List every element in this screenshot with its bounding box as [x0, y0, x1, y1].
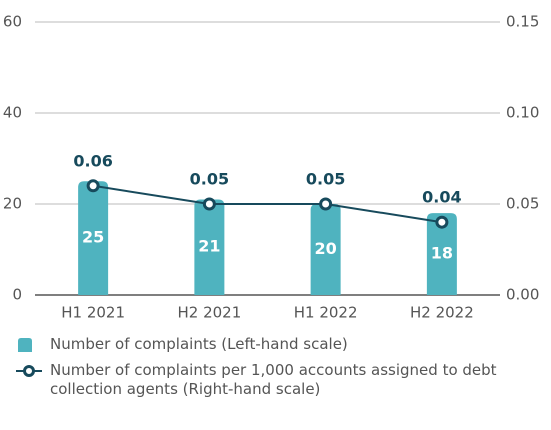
point-label: 0.04 — [422, 188, 461, 207]
bar — [78, 181, 109, 295]
point-label: 0.05 — [190, 170, 229, 189]
y-tick-label: 40 — [3, 104, 22, 122]
bar-label: 20 — [314, 239, 336, 258]
legend-label: Number of complaints per 1,000 accounts … — [50, 361, 497, 398]
legend-mark — [18, 338, 32, 352]
point — [319, 197, 333, 211]
y-tick-label: 60 — [3, 13, 22, 31]
point-label: 0.06 — [73, 151, 112, 170]
bar — [310, 204, 341, 295]
bar-label: 21 — [198, 237, 220, 256]
x-tick-label: H2 2022 — [410, 304, 474, 321]
legend-line: Number of complaints per 1,000 accounts … — [16, 361, 536, 399]
x-tick-label: H2 2021 — [177, 304, 241, 321]
bar — [426, 213, 457, 295]
y2-tick-label: 0.00 — [506, 286, 539, 304]
legend-swatch — [16, 335, 50, 354]
legend-bar: Number of complaints (Left-hand scale) — [16, 335, 536, 354]
bar-label: 18 — [431, 244, 453, 263]
point — [202, 197, 216, 211]
point — [86, 179, 100, 193]
bar — [194, 199, 225, 295]
legend-icon — [16, 365, 42, 377]
x-tick-label: H1 2022 — [294, 304, 358, 321]
y2-tick-label: 0.05 — [506, 195, 539, 213]
x-tick-label: H1 2021 — [61, 304, 125, 321]
legend-label: Number of complaints (Left-hand scale) — [50, 335, 348, 353]
point-label: 0.05 — [306, 170, 345, 189]
y2-tick-label: 0.15 — [506, 13, 539, 31]
y-tick-label: 20 — [3, 195, 22, 213]
legend-icon — [18, 338, 32, 352]
y-tick-label: 0 — [12, 286, 22, 304]
chart: 0 20 40 60 0.00 0.05 0.10 0.15 H1 2021 H2 2021 H1 … — [3, 13, 540, 321]
y2-tick-label: 0.10 — [506, 104, 539, 122]
point — [435, 215, 449, 229]
bar-label: 25 — [82, 228, 104, 247]
legend-swatch — [16, 361, 50, 380]
legend-mark — [23, 365, 35, 377]
line — [92, 184, 443, 224]
